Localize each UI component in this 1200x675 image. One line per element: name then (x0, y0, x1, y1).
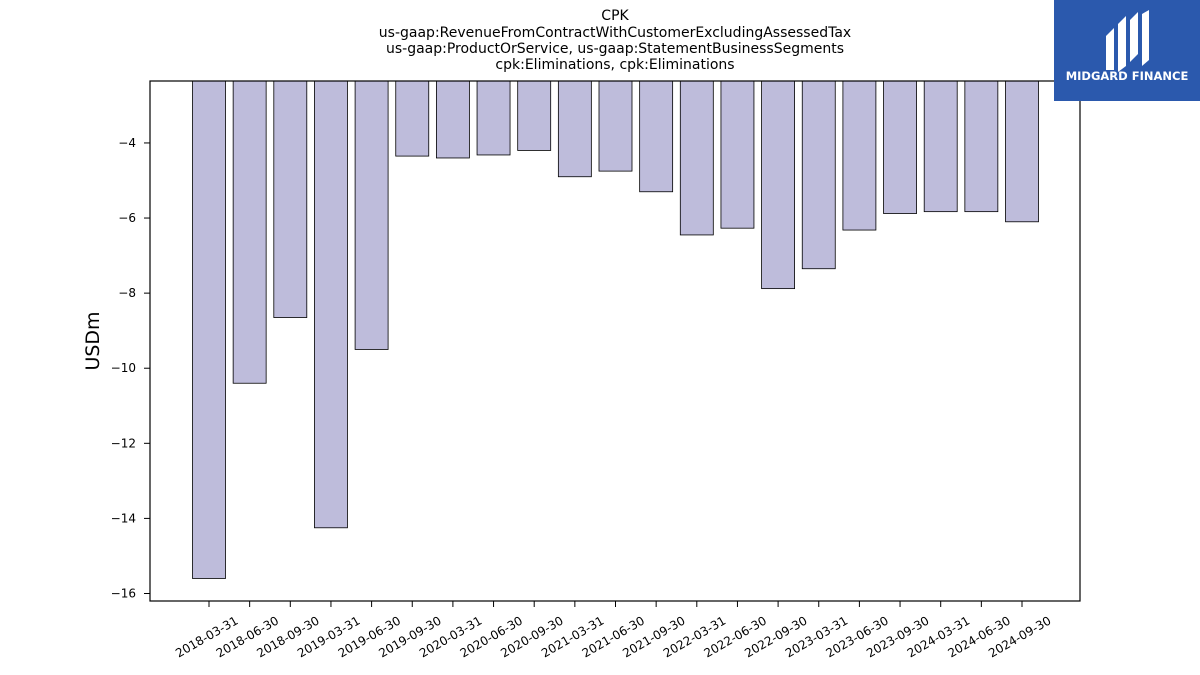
bar-2019-09-30 (395, 80, 430, 157)
bar-2020-03-31 (435, 80, 470, 159)
y-tick-label: −8 (118, 286, 136, 300)
y-axis-label: USDm (82, 311, 104, 370)
chart-title: CPK us-gaap:RevenueFromContractWithCusto… (379, 8, 851, 73)
bar-2022-06-30 (720, 80, 755, 229)
bar-2024-09-30 (1005, 80, 1039, 223)
bar-2018-09-30 (273, 80, 308, 318)
midgard-finance-logo: MIDGARD FINANCE (1054, 0, 1200, 101)
logo-text: MIDGARD FINANCE (1066, 69, 1189, 83)
bar-2021-03-31 (557, 80, 592, 178)
y-tick-label: −14 (111, 511, 136, 525)
bar-2022-09-30 (761, 80, 795, 290)
bar-2022-03-31 (679, 80, 714, 236)
chart-title-line-3: us-gaap:ProductOrService, us-gaap:Statem… (386, 41, 844, 57)
chart-title-line-4: cpk:Eliminations, cpk:Eliminations (495, 57, 734, 73)
y-axis: −4 −6 −8 −10 −12 −14 −16 (111, 136, 150, 600)
y-tick-label: −10 (111, 361, 136, 375)
chart-title-line-1: CPK (601, 8, 629, 24)
bar-2021-06-30 (598, 80, 633, 172)
y-tick-label: −16 (111, 586, 136, 600)
bar-2021-09-30 (639, 80, 674, 193)
bar-2019-03-31 (314, 80, 348, 529)
logo-background (1054, 0, 1200, 101)
bar-2023-06-30 (842, 80, 877, 231)
x-axis: 2018-03-312018-06-302018-09-302019-03-31… (173, 601, 1054, 660)
y-tick-label: −12 (111, 436, 136, 450)
bar-2023-09-30 (883, 80, 917, 214)
bar-2018-06-30 (232, 80, 267, 384)
y-tick-label: −4 (118, 136, 136, 150)
bar-2019-06-30 (354, 80, 389, 350)
bar-2024-03-31 (923, 80, 958, 213)
y-tick-label: −6 (118, 211, 136, 225)
logo-mark-icon (1106, 10, 1149, 72)
bar-2023-03-31 (801, 80, 836, 270)
bar-2024-06-30 (964, 80, 999, 213)
chart-title-line-2: us-gaap:RevenueFromContractWithCustomerE… (379, 25, 851, 41)
bar-2020-09-30 (517, 80, 552, 151)
bar-series (192, 80, 1039, 579)
bar-2020-06-30 (476, 80, 511, 156)
bar-2018-03-31 (192, 80, 226, 579)
